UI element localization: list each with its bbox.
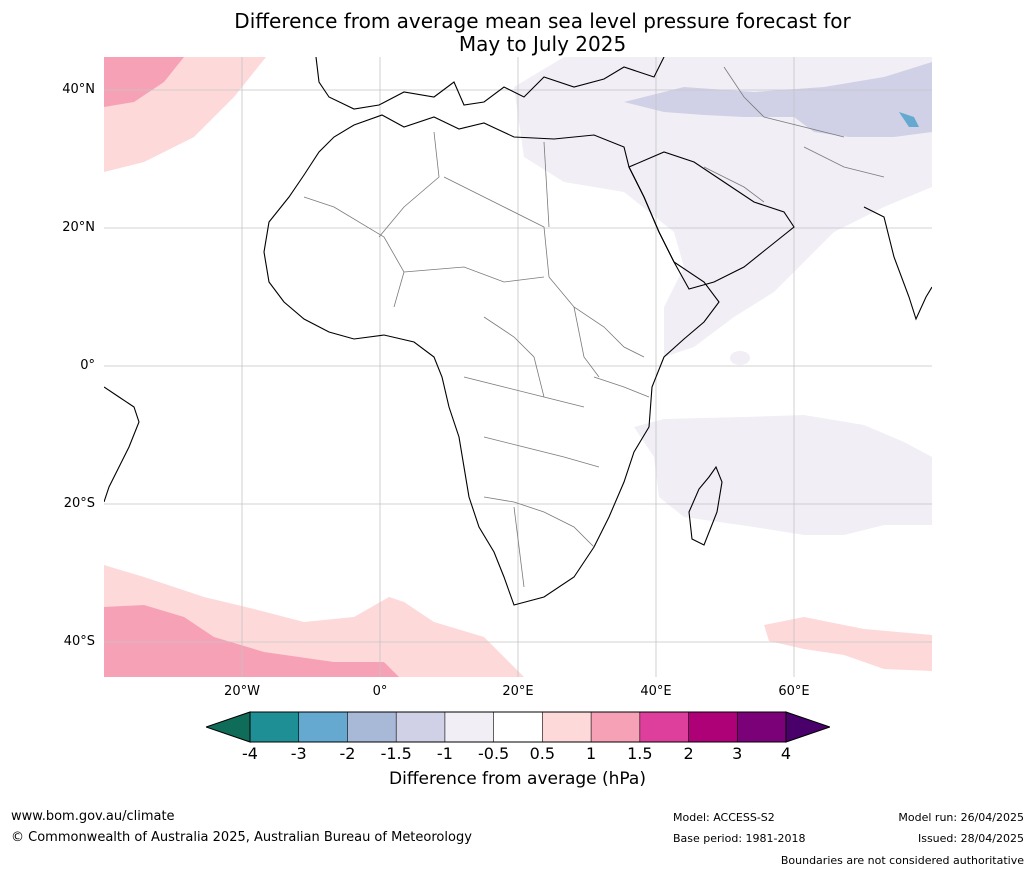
colorbar-segment [493,711,544,743]
lat-label-20s: 20°S [63,496,95,511]
footer-model-run: Model run: 26/04/2025 [898,811,1024,824]
madagascar-outline [688,465,723,546]
coastlines [104,57,932,606]
colorbar-tick-label: -4 [242,744,258,763]
lon-label-20w: 20°W [224,684,260,699]
positive-anomaly-region-southeast [764,617,932,671]
colorbar-tick-label: 2 [683,744,694,763]
footer-base-period: Base period: 1981-2018 [673,832,806,845]
colorbar-tick-label: 0.5 [529,744,556,763]
footer-website: www.bom.gov.au/climate [11,809,175,824]
colorbar-segment [590,711,641,743]
anomaly-shading [104,57,932,677]
colorbar-tick-label: -2 [339,744,356,763]
colorbar-segment [298,711,349,743]
colorbar-tick-label: -3 [290,744,307,763]
lon-label-40e: 40°E [640,684,672,699]
strong-positive-anomaly-region-south [104,605,399,677]
moderate-negative-anomaly-northeast [624,62,932,137]
south-america-coastline [104,386,140,503]
lon-label-60e: 60°E [778,684,810,699]
colorbar-tick-label: 4 [780,744,792,763]
lat-label-0: 0° [80,358,95,373]
colorbar-label: Difference from average (hPa) [389,769,646,789]
colorbar-extend-high [785,711,830,743]
colorbar-tick-label: 1.5 [627,744,653,763]
colorbar-segment [542,711,592,743]
colorbar-tick-label: -1.5 [380,744,412,763]
map-title-line2: May to July 2025 [458,32,627,56]
lat-label-20n: 20°N [62,220,95,235]
lon-label-20e: 20°E [502,684,534,699]
arabian-peninsula [628,151,795,290]
colorbar-segment [249,711,300,743]
strong-positive-anomaly-region-northwest [104,57,184,107]
colorbar-segment [688,711,739,743]
footer-copyright: © Commonwealth of Australia 2025, Austra… [11,830,472,845]
graticule [104,57,932,677]
colorbar-segment [395,711,446,743]
footer-model: Model: ACCESS-S2 [673,811,775,824]
strong-negative-anomaly-spot [899,112,919,127]
colorbar-tick-label: -1 [436,744,453,763]
country-borders [303,66,885,588]
lat-label-40n: 40°N [62,82,95,97]
colorbar-tick-label: 3 [732,744,743,763]
india-coastline [863,206,932,321]
map-title: Difference from average mean sea level p… [0,10,1035,56]
colorbar [206,711,830,743]
footer-disclaimer: Boundaries are not considered authoritat… [780,854,1024,867]
pressure-anomaly-map [104,57,932,677]
colorbar-segment [347,711,397,743]
map-title-line1: Difference from average mean sea level p… [234,9,851,33]
colorbar-segment [639,711,690,743]
lat-label-40s: 40°S [63,634,95,649]
colorbar-segment [444,711,495,743]
footer-issued: Issued: 28/04/2025 [917,832,1024,845]
colorbar-extend-low [206,711,251,743]
colorbar-segment [736,711,787,743]
negative-anomaly-region-indian-ocean [634,415,932,535]
europe-coastline [315,57,665,110]
colorbar-tick-label: 1 [585,744,597,763]
africa-outline [263,114,720,606]
lon-label-0: 0° [372,684,388,699]
colorbar-tick-label: -0.5 [478,744,510,763]
